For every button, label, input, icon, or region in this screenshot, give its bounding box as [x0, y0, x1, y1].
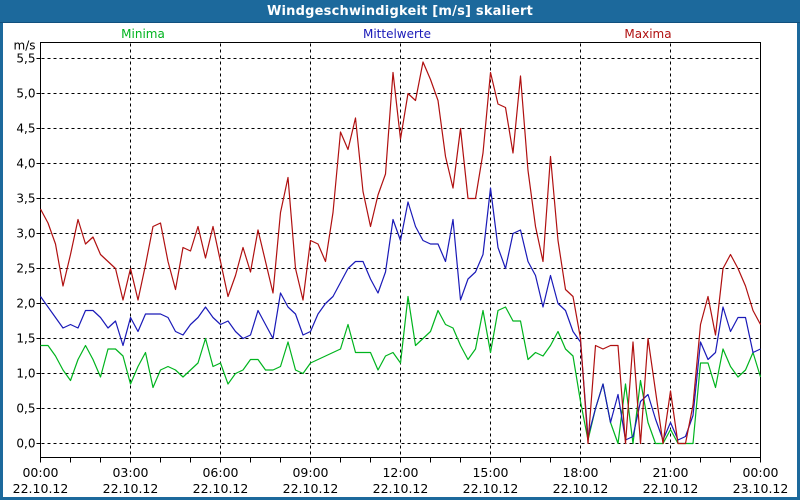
svg-text:3,5: 3,5 — [16, 192, 35, 206]
chart-legend: Minima Mittelwerte Maxima — [0, 27, 800, 41]
svg-text:21:00: 21:00 — [652, 465, 688, 480]
svg-text:5,5: 5,5 — [16, 52, 35, 66]
svg-text:23.10.12: 23.10.12 — [733, 481, 789, 496]
svg-text:5,0: 5,0 — [16, 87, 35, 101]
series-line-maxima — [39, 61, 762, 445]
svg-text:0,5: 0,5 — [16, 402, 35, 416]
svg-text:2,5: 2,5 — [16, 262, 35, 276]
chart-axis-labels: 0,0 0,5 1,0 1,5 2,0 2,5 3,0 3,5 4,0 4,5 5,0 5,5m/s 0… — [13, 39, 789, 497]
svg-text:0,0: 0,0 — [16, 437, 35, 451]
svg-text:3,0: 3,0 — [16, 227, 35, 241]
svg-text:1,0: 1,0 — [16, 367, 35, 381]
svg-text:22.10.12: 22.10.12 — [643, 481, 699, 496]
series-line-mittelwerte — [40, 187, 761, 441]
series-line-minima — [40, 295, 762, 445]
chart-gridlines — [41, 43, 760, 457]
svg-text:22.10.12: 22.10.12 — [463, 481, 519, 496]
legend-item-mittelwerte: Mittelwerte — [362, 27, 432, 41]
svg-text:18:00: 18:00 — [562, 465, 598, 480]
chart-series-lines — [39, 61, 762, 445]
svg-text:00:00: 00:00 — [742, 465, 778, 480]
svg-text:22.10.12: 22.10.12 — [13, 481, 69, 496]
svg-text:15:00: 15:00 — [472, 465, 508, 480]
svg-text:4,0: 4,0 — [16, 157, 35, 171]
svg-text:22.10.12: 22.10.12 — [283, 481, 339, 496]
svg-text:22.10.12: 22.10.12 — [553, 481, 609, 496]
chart-axes — [36, 42, 761, 463]
svg-text:4,5: 4,5 — [16, 122, 35, 136]
legend-item-minima: Minima — [121, 27, 165, 41]
svg-text:06:00: 06:00 — [202, 465, 238, 480]
svg-text:12:00: 12:00 — [382, 465, 418, 480]
legend-item-maxima: Maxima — [624, 27, 672, 41]
svg-text:09:00: 09:00 — [292, 465, 328, 480]
window-title: Windgeschwindigkeit [m/s] skaliert — [266, 3, 534, 19]
window-titlebar: Windgeschwindigkeit [m/s] skaliert — [0, 0, 800, 23]
svg-text:22.10.12: 22.10.12 — [193, 481, 249, 496]
svg-text:1,5: 1,5 — [16, 332, 35, 346]
svg-text:03:00: 03:00 — [112, 465, 148, 480]
svg-text:00:00: 00:00 — [22, 465, 58, 480]
svg-text:22.10.12: 22.10.12 — [103, 481, 159, 496]
svg-text:22.10.12: 22.10.12 — [373, 481, 429, 496]
svg-text:2,0: 2,0 — [16, 297, 35, 311]
svg-text:m/s: m/s — [14, 39, 36, 53]
